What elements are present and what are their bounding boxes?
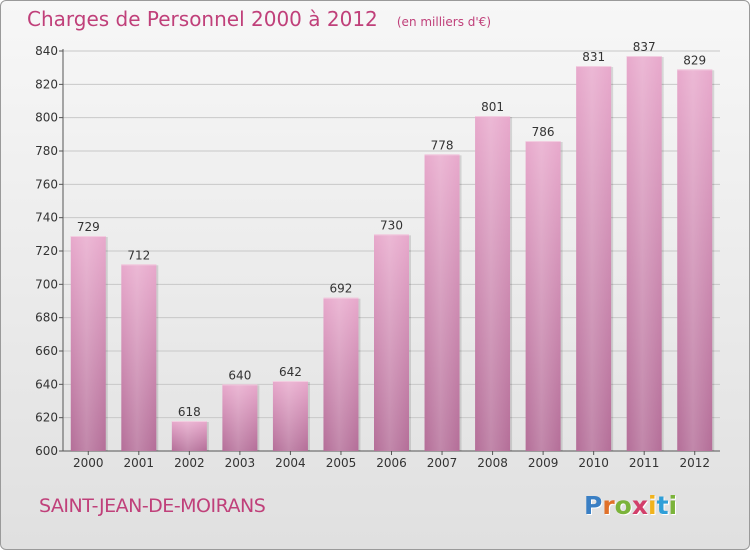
bar-2000 [70,236,108,451]
y-tick-label: 800 [35,111,58,125]
bar-2009 [525,141,563,451]
logo-letter: i [648,491,657,520]
bar-2003 [222,384,260,451]
bar-2007 [424,154,462,452]
x-tick-label: 2010 [578,456,609,470]
y-tick-label: 720 [35,244,58,258]
bar-highlight [424,154,460,452]
data-label: 831 [582,50,605,64]
bar-highlight [323,297,359,451]
bar-2004 [272,381,310,451]
bar-2012 [677,69,715,451]
y-tick-label: 640 [35,377,58,391]
data-label: 837 [633,40,656,54]
bar-highlight [576,66,612,451]
data-label: 801 [481,100,504,114]
data-label: 729 [77,220,100,234]
bar-2005 [323,297,361,451]
bar-highlight [272,381,308,451]
bar-2010 [576,66,614,451]
y-tick-label: 680 [35,311,58,325]
logo-letter: i [668,491,678,520]
title-row: Charges de Personnel 2000 à 2012 (en mil… [27,7,491,31]
logo-letter: t [656,491,669,520]
logo-letter: o [614,491,632,520]
data-label: 618 [178,405,201,419]
bar-highlight [677,69,713,451]
bar-highlight [374,234,409,451]
bar-highlight [70,236,106,451]
x-tick-label: 2000 [73,456,104,470]
logo-letter: P [584,491,603,520]
bar-highlight [525,141,561,451]
y-tick-label: 780 [35,144,58,158]
data-label: 778 [431,138,454,152]
bar-2006 [374,234,411,451]
x-tick-label: 2012 [679,456,710,470]
x-tick-label: 2006 [376,456,407,470]
y-tick-label: 660 [35,344,58,358]
logo-letter: r [602,491,615,520]
x-tick-label: 2003 [225,456,256,470]
bar-2001 [121,264,159,451]
data-label: 642 [279,365,302,379]
data-label: 786 [532,125,555,139]
data-label: 730 [380,218,403,232]
data-label: 829 [683,53,706,67]
y-tick-label: 760 [35,177,58,191]
bar-2008 [475,116,513,451]
chart-title: Charges de Personnel 2000 à 2012 [27,7,378,31]
x-tick-label: 2008 [477,456,508,470]
logo-letter: x [631,491,648,520]
x-tick-label: 2009 [528,456,559,470]
data-label: 692 [330,282,353,296]
bar-highlight [171,421,207,451]
x-tick-label: 2007 [427,456,458,470]
bar-2002 [171,421,209,451]
bar-highlight [626,56,662,451]
axes: 600 620 640 660 680 700 720 740 760 780 800 820 840 2… [35,44,720,470]
x-tick-label: 2005 [326,456,357,470]
bars [70,56,715,452]
y-tick-label: 740 [35,211,58,225]
y-tick-label: 600 [35,444,58,458]
bar-highlight [121,264,157,451]
data-labels: 729 712 618 640 642 692 730 778 801 786 831 837 829 [77,40,706,419]
chart-subtitle: (en milliers d'€) [396,15,491,29]
data-label: 712 [127,248,150,262]
y-tick-label: 620 [35,411,58,425]
data-label: 640 [228,368,251,382]
y-tick-label: 840 [35,44,58,58]
x-tick-label: 2011 [629,456,660,470]
proxiti-logo: Proxiti [584,491,677,520]
x-tick-label: 2001 [124,456,155,470]
city-name: SAINT-JEAN-DE-MOIRANS [39,495,266,517]
y-tick-label: 700 [35,277,58,291]
x-tick-label: 2004 [275,456,306,470]
x-tick-label: 2002 [174,456,205,470]
bar-2011 [626,56,664,451]
y-tick-label: 820 [35,77,58,91]
bar-highlight [222,384,258,451]
bar-highlight [475,116,511,451]
